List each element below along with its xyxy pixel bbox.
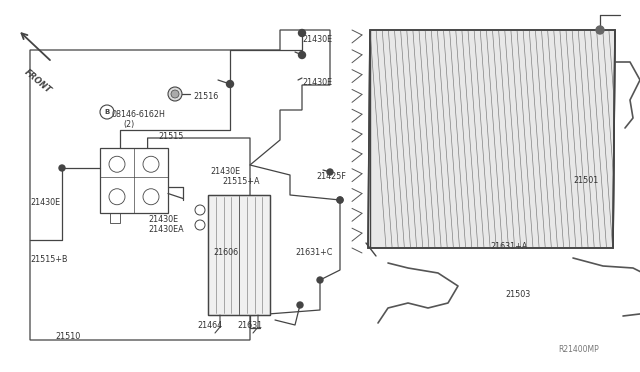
- Text: R21400MP: R21400MP: [558, 345, 599, 354]
- Circle shape: [327, 169, 333, 175]
- Text: 21501: 21501: [573, 176, 598, 185]
- Text: 21631+A: 21631+A: [490, 242, 527, 251]
- Text: 21464: 21464: [197, 321, 222, 330]
- Text: FRONT: FRONT: [23, 68, 53, 96]
- Text: 21430E: 21430E: [148, 215, 178, 224]
- Circle shape: [298, 51, 305, 58]
- Text: 21515: 21515: [158, 132, 184, 141]
- Text: 21631: 21631: [237, 321, 262, 330]
- Text: 08146-6162H: 08146-6162H: [112, 110, 166, 119]
- Circle shape: [317, 277, 323, 283]
- Text: 21510: 21510: [55, 332, 80, 341]
- Text: 21430EA: 21430EA: [148, 225, 184, 234]
- Text: 21430E: 21430E: [302, 35, 332, 44]
- Circle shape: [596, 26, 604, 34]
- Text: 21606: 21606: [213, 248, 238, 257]
- Text: 21515+B: 21515+B: [30, 255, 67, 264]
- Circle shape: [298, 29, 305, 36]
- Circle shape: [168, 87, 182, 101]
- Circle shape: [337, 197, 343, 203]
- Text: 21503: 21503: [505, 290, 531, 299]
- Text: 21430E: 21430E: [302, 78, 332, 87]
- Circle shape: [59, 165, 65, 171]
- Text: 21430E: 21430E: [210, 167, 240, 176]
- Text: 21430E: 21430E: [30, 198, 60, 207]
- Circle shape: [297, 302, 303, 308]
- Text: 21516: 21516: [193, 92, 218, 101]
- Polygon shape: [368, 30, 615, 248]
- Polygon shape: [208, 195, 270, 315]
- Text: 21425F: 21425F: [316, 172, 346, 181]
- Circle shape: [227, 80, 234, 87]
- Text: 21631+C: 21631+C: [295, 248, 332, 257]
- Circle shape: [337, 197, 343, 203]
- Circle shape: [171, 90, 179, 98]
- Text: 21515+A: 21515+A: [222, 177, 259, 186]
- Text: B: B: [104, 109, 109, 115]
- Text: (2): (2): [123, 120, 134, 129]
